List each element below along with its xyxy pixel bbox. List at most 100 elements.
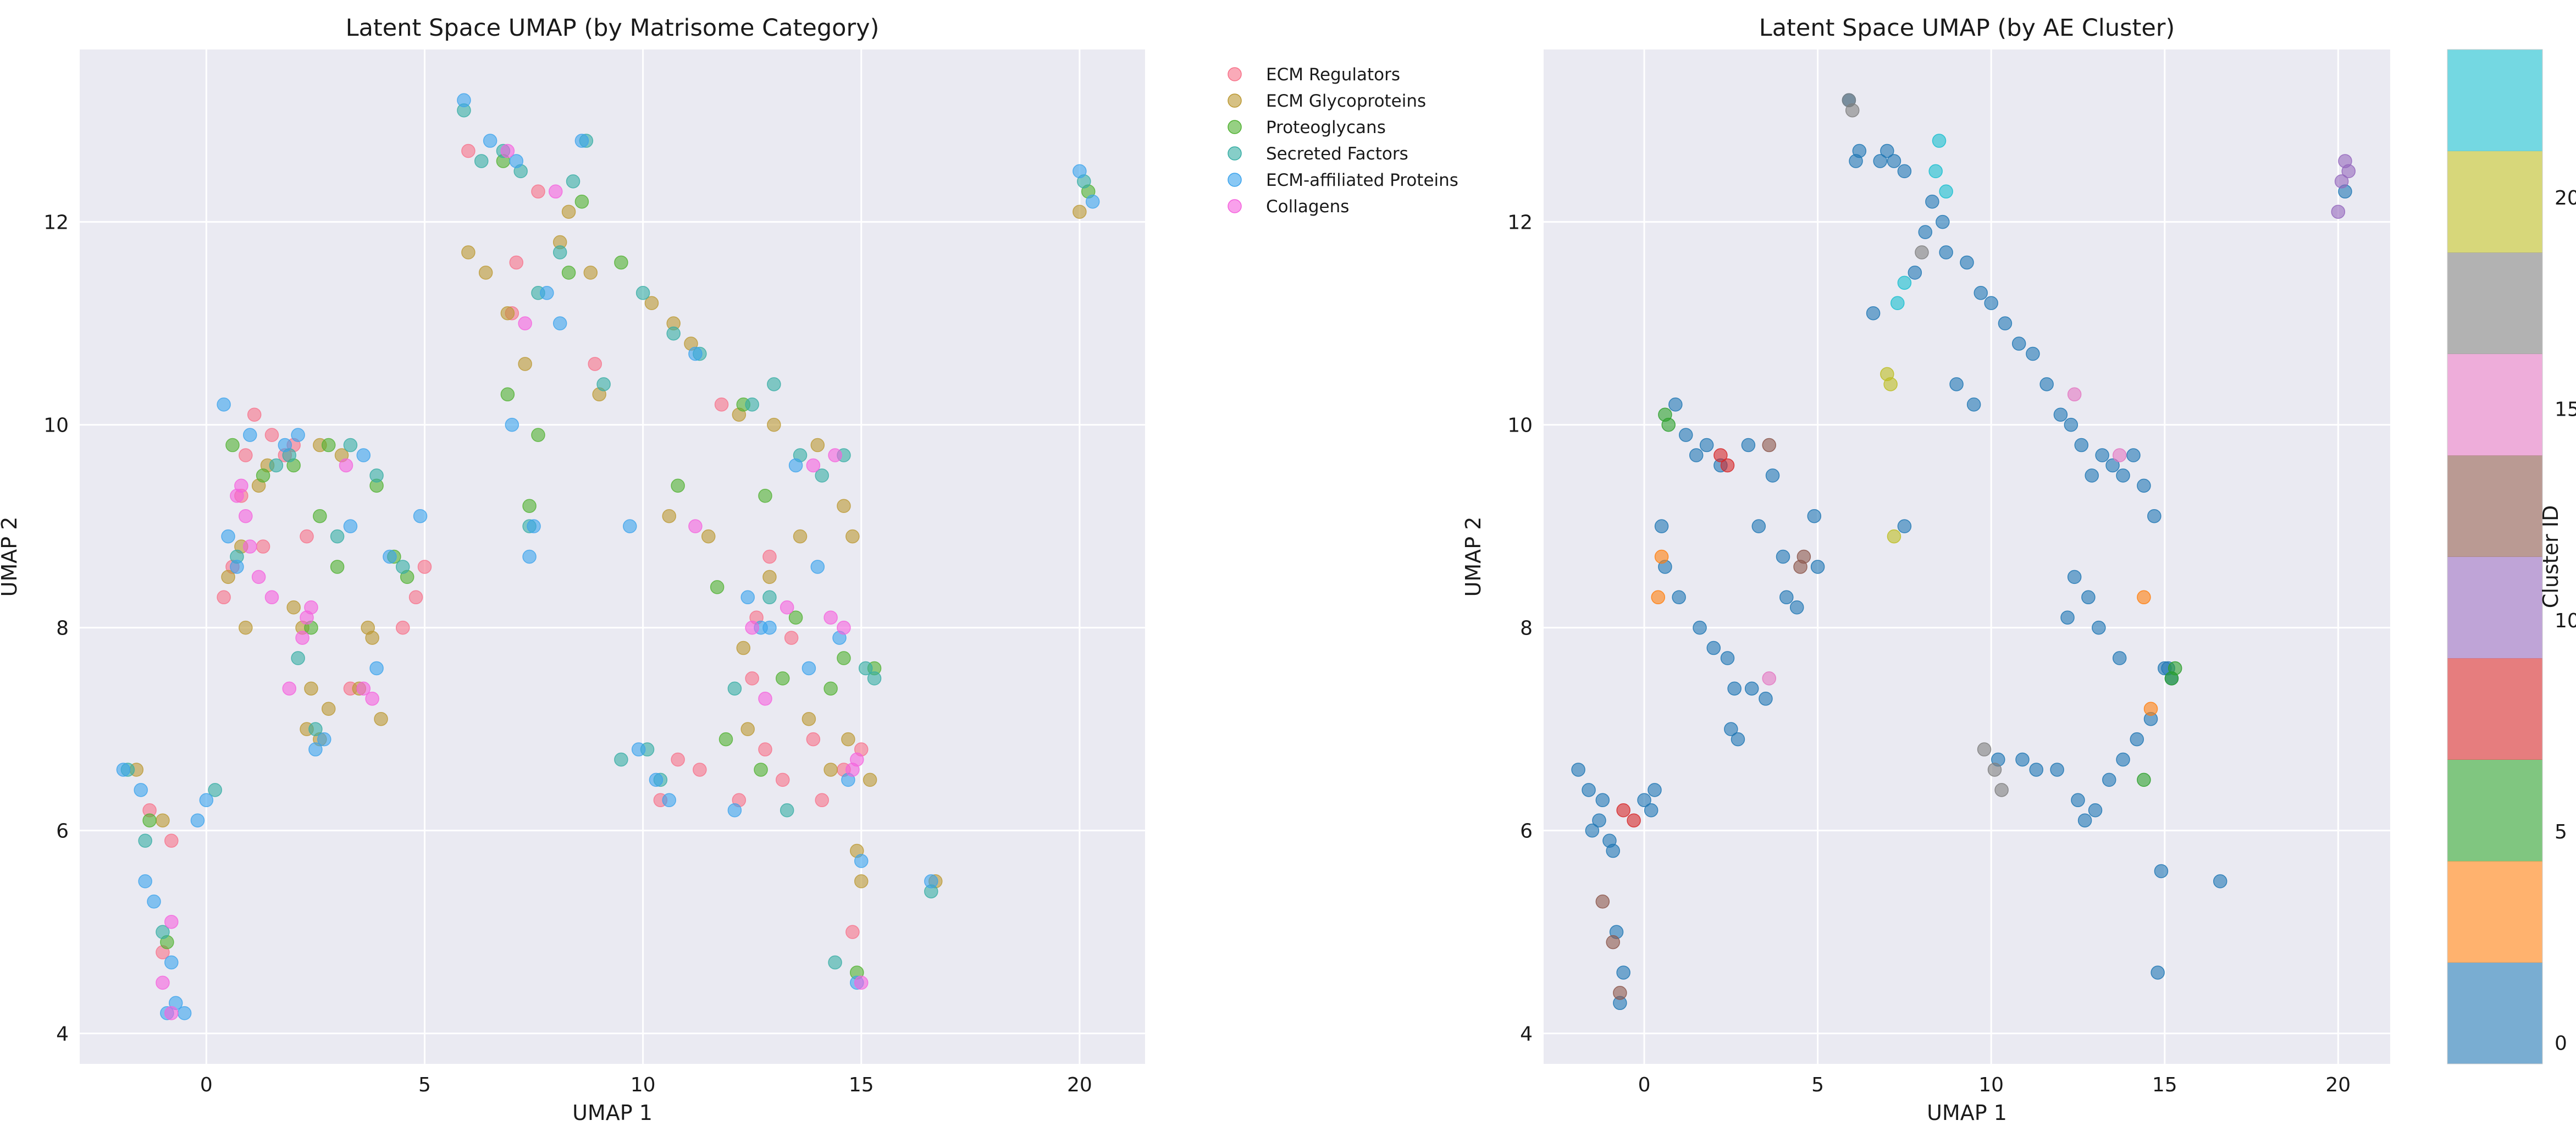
data-point xyxy=(854,854,869,868)
x-tick-label: 10 xyxy=(1978,1074,2004,1096)
data-point xyxy=(762,549,777,564)
data-point xyxy=(2060,610,2075,625)
data-point xyxy=(788,610,803,625)
data-point xyxy=(1637,793,1651,808)
data-point xyxy=(635,286,650,300)
y-tick-label: 4 xyxy=(56,1023,69,1046)
data-point xyxy=(841,732,855,747)
data-point xyxy=(2116,752,2130,767)
data-point xyxy=(138,834,152,848)
data-point xyxy=(1727,681,1742,696)
data-point xyxy=(1582,783,1596,797)
data-point xyxy=(343,438,358,452)
data-point xyxy=(2053,407,2068,422)
data-point xyxy=(540,286,554,300)
data-point xyxy=(518,357,532,371)
data-point xyxy=(500,387,515,402)
data-point xyxy=(801,661,816,676)
data-point xyxy=(718,732,733,747)
data-point xyxy=(256,468,270,483)
legend-marker xyxy=(1228,93,1242,108)
data-point xyxy=(2085,468,2099,483)
data-point xyxy=(1908,266,1922,280)
data-point xyxy=(1699,438,1714,452)
data-point xyxy=(177,1006,192,1020)
data-point xyxy=(1765,468,1780,483)
data-point xyxy=(500,143,515,158)
data-point xyxy=(2071,793,2085,808)
colorbar-segment xyxy=(2447,556,2542,659)
data-point xyxy=(2130,732,2144,747)
legend-label: Proteoglycans xyxy=(1266,118,1386,137)
colorbar-segment xyxy=(2447,759,2542,862)
data-point xyxy=(854,874,869,888)
data-point xyxy=(666,326,681,341)
chart-title: Latent Space UMAP (by AE Cluster) xyxy=(1759,14,2175,42)
data-point xyxy=(2015,752,2030,767)
data-point xyxy=(343,519,358,533)
data-point xyxy=(561,266,576,280)
data-point xyxy=(767,417,781,432)
data-point xyxy=(1928,164,1943,179)
data-point xyxy=(762,590,777,605)
legend-label: Secreted Factors xyxy=(1266,144,1408,164)
data-point xyxy=(1897,275,1912,290)
data-point xyxy=(308,722,323,736)
data-point xyxy=(356,448,371,462)
data-point xyxy=(291,651,305,665)
data-point xyxy=(330,560,345,574)
plot-area xyxy=(1544,49,2390,1064)
data-point xyxy=(164,834,179,848)
data-point xyxy=(2029,763,2043,777)
data-point xyxy=(671,478,685,493)
data-point xyxy=(837,499,851,513)
data-point xyxy=(745,620,759,635)
data-point xyxy=(574,134,589,148)
data-point xyxy=(671,752,685,767)
data-point xyxy=(251,570,266,584)
data-point xyxy=(823,610,838,625)
data-point xyxy=(1873,154,1887,168)
data-point xyxy=(1616,965,1630,980)
data-point xyxy=(2137,772,2151,787)
data-point xyxy=(1571,763,1585,777)
data-point xyxy=(483,134,497,148)
data-point xyxy=(1932,134,1947,148)
colorbar: 0 5 10 15 20 xyxy=(2447,49,2576,1064)
data-point xyxy=(156,975,170,990)
data-point xyxy=(1644,803,1659,818)
colorbar-segment xyxy=(2447,354,2542,456)
data-point xyxy=(614,752,628,767)
data-point xyxy=(1595,895,1610,909)
x-tick-label: 20 xyxy=(2325,1074,2351,1096)
data-point xyxy=(1779,590,1794,605)
data-point xyxy=(1073,205,1087,219)
data-point xyxy=(758,692,772,706)
data-point xyxy=(1845,103,1860,118)
y-tick-label: 6 xyxy=(56,820,69,843)
data-point xyxy=(256,539,270,554)
data-point xyxy=(2067,387,2082,402)
data-point xyxy=(2102,772,2116,787)
legend-label: ECM-affiliated Proteins xyxy=(1266,170,1458,190)
data-point xyxy=(793,529,808,544)
data-point xyxy=(2077,813,2092,827)
data-point xyxy=(1883,377,1898,391)
data-point xyxy=(147,895,161,909)
data-point xyxy=(588,357,602,371)
data-point xyxy=(845,925,860,939)
y-tick-label: 6 xyxy=(1520,820,1533,843)
data-point xyxy=(623,519,637,533)
y-axis-label: UMAP 2 xyxy=(0,517,21,597)
colorbar-tick-label: 15 xyxy=(2555,398,2576,421)
data-point xyxy=(2039,377,2054,391)
data-point xyxy=(2112,651,2127,665)
data-point xyxy=(321,438,336,452)
data-point xyxy=(164,1006,179,1020)
y-tick-label: 8 xyxy=(1520,617,1533,640)
colorbar-frame xyxy=(2447,49,2543,1064)
data-point xyxy=(754,763,768,777)
data-point xyxy=(239,509,253,523)
data-point xyxy=(518,316,532,330)
data-point xyxy=(282,681,296,696)
